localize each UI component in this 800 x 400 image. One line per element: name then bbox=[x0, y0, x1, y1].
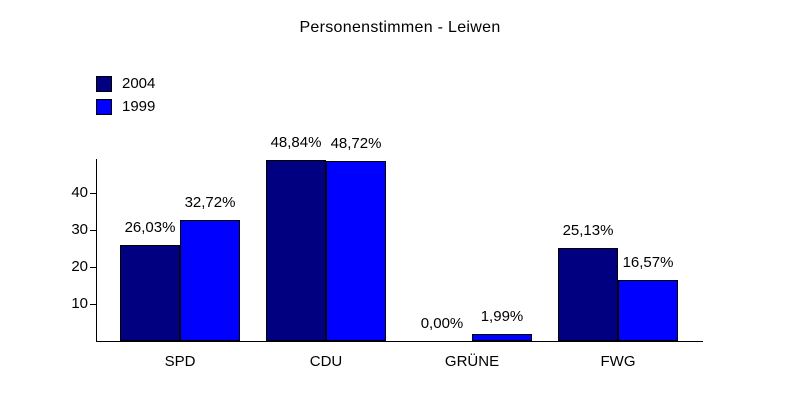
legend-label-1999: 1999 bbox=[122, 98, 156, 115]
category-label-FWG: FWG bbox=[600, 353, 636, 370]
y-tick-label: 30 bbox=[71, 221, 88, 238]
bar-CDU-1999 bbox=[326, 161, 386, 341]
value-label-FWG-2004: 25,13% bbox=[562, 222, 614, 239]
legend-swatch-2004 bbox=[96, 76, 112, 92]
legend-swatch-1999 bbox=[96, 99, 112, 115]
value-label-GRÜNE-1999: 1,99% bbox=[480, 308, 524, 325]
value-label-GRÜNE-2004: 0,00% bbox=[420, 315, 464, 332]
chart-title: Personenstimmen - Leiwen bbox=[299, 19, 501, 36]
y-tick-label: 40 bbox=[71, 184, 88, 201]
value-label-CDU-1999: 48,72% bbox=[330, 135, 382, 152]
x-axis-line bbox=[96, 341, 703, 342]
bar-SPD-1999 bbox=[180, 220, 240, 341]
y-tick-mark bbox=[90, 230, 96, 231]
value-label-CDU-2004: 48,84% bbox=[270, 134, 322, 151]
value-label-SPD-1999: 32,72% bbox=[184, 194, 236, 211]
bar-GRÜNE-1999 bbox=[472, 334, 532, 341]
legend-label-2004: 2004 bbox=[122, 75, 156, 92]
y-tick-mark bbox=[90, 304, 96, 305]
value-label-FWG-1999: 16,57% bbox=[622, 254, 674, 271]
bar-SPD-2004 bbox=[120, 245, 180, 341]
category-label-SPD: SPD bbox=[164, 353, 196, 370]
legend-item-2004: 2004 bbox=[96, 76, 155, 92]
bar-FWG-1999 bbox=[618, 280, 678, 341]
legend-item-1999: 1999 bbox=[96, 99, 155, 115]
y-tick-label: 20 bbox=[71, 258, 88, 275]
value-label-SPD-2004: 26,03% bbox=[124, 219, 176, 236]
y-tick-label: 10 bbox=[71, 295, 88, 312]
bar-CDU-2004 bbox=[266, 160, 326, 341]
y-tick-mark bbox=[90, 193, 96, 194]
y-axis-line bbox=[96, 159, 97, 342]
category-label-CDU: CDU bbox=[309, 353, 343, 370]
bar-FWG-2004 bbox=[558, 248, 618, 341]
category-label-GRÜNE: GRÜNE bbox=[444, 353, 500, 370]
y-tick-mark bbox=[90, 267, 96, 268]
legend: 2004 1999 bbox=[96, 76, 155, 122]
